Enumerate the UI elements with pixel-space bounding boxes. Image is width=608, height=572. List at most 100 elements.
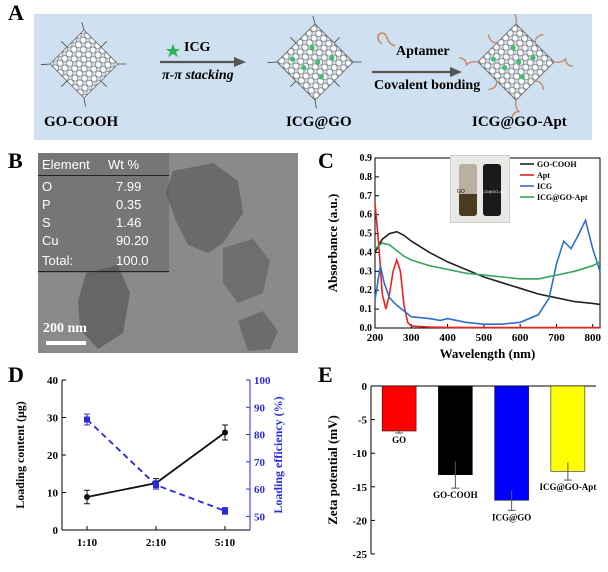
icg-go-apt-sheet bbox=[459, 14, 573, 119]
y-tick-label: 0.4 bbox=[360, 247, 373, 258]
x-tick-label: 800 bbox=[584, 332, 601, 344]
y2-tick-label: 60 bbox=[254, 484, 266, 496]
data-point bbox=[84, 494, 90, 500]
chart-d: 0 10 20 30 40 50 60 70 80 90 100 1:10 2:10 5:10 Loadin… bbox=[13, 375, 285, 549]
panel-label-b: B bbox=[8, 148, 23, 173]
series-line bbox=[374, 242, 601, 280]
material-label-icg-go: ICG@GO bbox=[286, 114, 352, 130]
y-tick-label: 0.5 bbox=[360, 229, 373, 240]
eds-header-element: Element bbox=[42, 157, 90, 172]
y2-axis-label: Loading efficiency (%) bbox=[271, 396, 285, 513]
y-tick-label: 10 bbox=[47, 488, 59, 500]
legend-label: ICG@GO-Apt bbox=[537, 193, 588, 202]
chart-c: 200 300 400 500 600 700 800 0.0 0.1 0.2 0.3 0.4 0.5 0… bbox=[325, 153, 601, 361]
tem-image: Element Wt % O 7.99 P 0.35 S 1.46 Cu 90.… bbox=[38, 153, 298, 353]
x-tick-label: 500 bbox=[476, 332, 493, 344]
vial-icg-go-apt bbox=[483, 164, 501, 216]
icg-star-icon bbox=[166, 44, 180, 57]
vial-go-liquid bbox=[459, 194, 477, 216]
eds-table bbox=[38, 153, 169, 273]
step1-reagent: ICG bbox=[184, 40, 211, 55]
y2-tick-label: 90 bbox=[254, 402, 266, 414]
bar-label: GO-COOH bbox=[433, 490, 478, 500]
inset-label-icg-go-apt: ICG@GO-Apt bbox=[481, 189, 506, 194]
y-tick-label: 0.7 bbox=[360, 191, 373, 202]
data-point bbox=[222, 507, 228, 514]
y-tick-label: 0.0 bbox=[360, 323, 373, 334]
eds-value: 90.20 bbox=[116, 233, 149, 248]
icg-go-sheet bbox=[267, 15, 362, 109]
scale-bar-label: 200 nm bbox=[43, 321, 87, 336]
x-axis-label: Wavelength (nm) bbox=[440, 346, 536, 361]
data-point bbox=[222, 429, 228, 436]
series-line bbox=[86, 418, 226, 512]
go-cooh-sheet bbox=[40, 22, 127, 107]
y-tick-label: 0.1 bbox=[360, 304, 373, 315]
panel-label-d: D bbox=[8, 362, 24, 387]
bar bbox=[381, 385, 417, 432]
y-axis-label: Zeta potential (mV) bbox=[325, 415, 340, 525]
scale-bar bbox=[46, 341, 86, 345]
eds-element: Cu bbox=[42, 233, 59, 248]
arrow-step2 bbox=[372, 67, 462, 77]
step1-method: π-π stacking bbox=[162, 68, 234, 83]
material-label-go-cooh: GO-COOH bbox=[44, 114, 119, 130]
eds-value: 0.35 bbox=[116, 197, 142, 212]
y-tick-label: -20 bbox=[352, 515, 367, 527]
y-tick-label: -25 bbox=[352, 549, 367, 561]
x-tick-label: 600 bbox=[512, 332, 529, 344]
bar bbox=[494, 385, 529, 501]
x-tick-label: 300 bbox=[403, 332, 420, 344]
data-point bbox=[84, 416, 90, 423]
x-tick-label: 700 bbox=[548, 332, 565, 344]
eds-header-wt: Wt % bbox=[108, 157, 140, 172]
aptamer-icon bbox=[377, 32, 396, 47]
y-tick-label: 40 bbox=[47, 375, 59, 387]
x-tick-label: 400 bbox=[439, 332, 456, 344]
tem-flakes bbox=[78, 163, 278, 351]
synthesis-schematic: GO-COOH ICG@GO ICG@GO-Apt ICG π-π stacki… bbox=[34, 14, 592, 140]
series-line bbox=[374, 230, 601, 306]
bar-label: GO bbox=[392, 435, 406, 445]
legend-label: Apt bbox=[537, 171, 550, 180]
data-point bbox=[153, 482, 159, 488]
bar-label: ICG@GO bbox=[492, 512, 531, 522]
y-tick-label: 0 bbox=[53, 525, 59, 537]
series-line bbox=[374, 217, 601, 325]
y-axis-label: Absorbance (a.u.) bbox=[325, 194, 340, 293]
y-axis-label: Loading content (μg) bbox=[13, 401, 27, 508]
x-tick-label: 2:10 bbox=[146, 537, 167, 549]
eds-value: 100.0 bbox=[116, 253, 149, 268]
chart-e: 0 -5 -10 -15 -20 -25 Zeta potential (mV) GO GO-C… bbox=[325, 381, 596, 561]
legend-label: GO-COOH bbox=[537, 160, 577, 169]
panel-label-c: C bbox=[318, 148, 334, 173]
step2-method: Covalent bonding bbox=[374, 78, 481, 93]
schematic-graphics bbox=[40, 14, 573, 119]
y-tick-label: 0.9 bbox=[360, 153, 373, 164]
y-tick-label: 20 bbox=[47, 450, 59, 462]
inset-label-go: GO bbox=[457, 189, 465, 195]
bar bbox=[550, 385, 586, 472]
material-label-icg-go-apt: ICG@GO-Apt bbox=[472, 114, 567, 130]
bar-label: ICG@GO-Apt bbox=[539, 482, 596, 492]
y2-tick-label: 80 bbox=[254, 430, 266, 442]
x-tick-label: 5:10 bbox=[215, 537, 236, 549]
x-tick-label: 200 bbox=[367, 332, 384, 344]
y-tick-label: 0.3 bbox=[360, 266, 373, 277]
x-tick-label: 1:10 bbox=[77, 537, 98, 549]
eds-element: O bbox=[42, 179, 53, 194]
y2-tick-label: 100 bbox=[254, 375, 271, 387]
arrow-step1 bbox=[160, 57, 246, 67]
y-tick-label: -15 bbox=[352, 482, 367, 494]
y-tick-label: 0.2 bbox=[360, 285, 373, 296]
series-line bbox=[374, 203, 600, 329]
eds-value: 1.46 bbox=[116, 215, 142, 230]
table-divider bbox=[38, 175, 169, 176]
y-tick-label: 30 bbox=[47, 413, 59, 425]
inset-photo: GO ICG@GO-Apt bbox=[450, 155, 510, 223]
panel-label-e: E bbox=[318, 362, 333, 387]
panel-label-a: A bbox=[8, 0, 24, 25]
y-tick-label: -10 bbox=[352, 448, 367, 460]
eds-value: 7.99 bbox=[116, 179, 142, 194]
y-tick-label: 0.8 bbox=[360, 172, 373, 183]
